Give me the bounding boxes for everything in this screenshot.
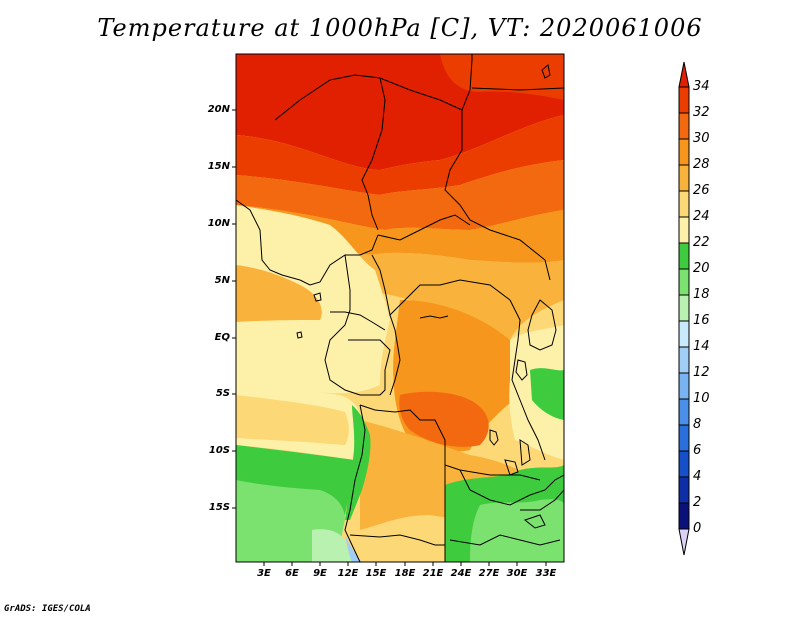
colorbar-label: 14 [693, 339, 710, 354]
colorbar-arrow-top [678, 61, 690, 88]
colorbar-label: 34 [693, 79, 710, 94]
colorbar-seg [678, 86, 690, 114]
colorbar-arrow-bottom [678, 528, 690, 556]
colorbar-seg [678, 242, 690, 270]
lat-label: 20N [207, 104, 230, 115]
colorbar-seg [678, 346, 690, 374]
axis-ticks [232, 109, 547, 566]
colorbar-label: 30 [693, 131, 710, 146]
colorbar-label: 18 [693, 287, 710, 302]
lon-label: 9E [313, 568, 327, 579]
colorbar-seg [678, 502, 690, 530]
lat-label: EQ [214, 332, 230, 343]
lat-label: 10N [207, 218, 230, 229]
country-borders [236, 54, 564, 562]
colorbar-seg [678, 398, 690, 426]
colorbar-seg [678, 320, 690, 348]
lon-label: 21E [422, 568, 444, 579]
colorbar-seg [678, 424, 690, 452]
credit-label: GrADS: IGES/COLA [4, 604, 91, 614]
lon-label: 18E [394, 568, 416, 579]
colorbar-label: 20 [693, 261, 710, 276]
lat-label: 10S [208, 445, 230, 456]
colorbar-label: 26 [693, 183, 710, 198]
colorbar-label: 2 [693, 495, 702, 510]
lon-label: 15E [365, 568, 387, 579]
chart-title: Temperature at 1000hPa [C], VT: 20200610… [97, 14, 703, 42]
lon-label: 6E [285, 568, 299, 579]
colorbar-seg [678, 112, 690, 140]
lon-label: 24E [450, 568, 472, 579]
colorbar-label: 8 [693, 417, 702, 432]
lon-label: 30E [506, 568, 528, 579]
colorbar-seg [678, 190, 690, 218]
colorbar-label: 22 [693, 235, 710, 250]
lon-label: 12E [337, 568, 359, 579]
lon-label: 33E [535, 568, 557, 579]
colorbar-seg [678, 294, 690, 322]
lat-label: 15N [207, 161, 230, 172]
colorbar-seg [678, 476, 690, 504]
colorbar-label: 0 [693, 521, 702, 536]
colorbar-label: 24 [693, 209, 710, 224]
lon-label: 3E [257, 568, 271, 579]
colorbar-label: 6 [693, 443, 702, 458]
colorbar-label: 4 [693, 469, 702, 484]
colorbar-label: 16 [693, 313, 710, 328]
colorbar-label: 12 [693, 365, 710, 380]
colorbar [678, 61, 690, 556]
lon-label: 27E [478, 568, 500, 579]
colorbar-label: 32 [693, 105, 710, 120]
colorbar-seg [678, 164, 690, 192]
colorbar-label: 28 [693, 157, 710, 172]
colorbar-seg [678, 138, 690, 166]
colorbar-seg [678, 372, 690, 400]
colorbar-seg [678, 216, 690, 244]
lat-label: 5N [214, 275, 230, 286]
colorbar-label: 10 [693, 391, 710, 406]
lat-label: 15S [208, 502, 230, 513]
map-frame [235, 53, 565, 563]
colorbar-seg [678, 268, 690, 296]
temperature-field [236, 54, 564, 562]
lat-label: 5S [215, 388, 230, 399]
colorbar-seg [678, 450, 690, 478]
